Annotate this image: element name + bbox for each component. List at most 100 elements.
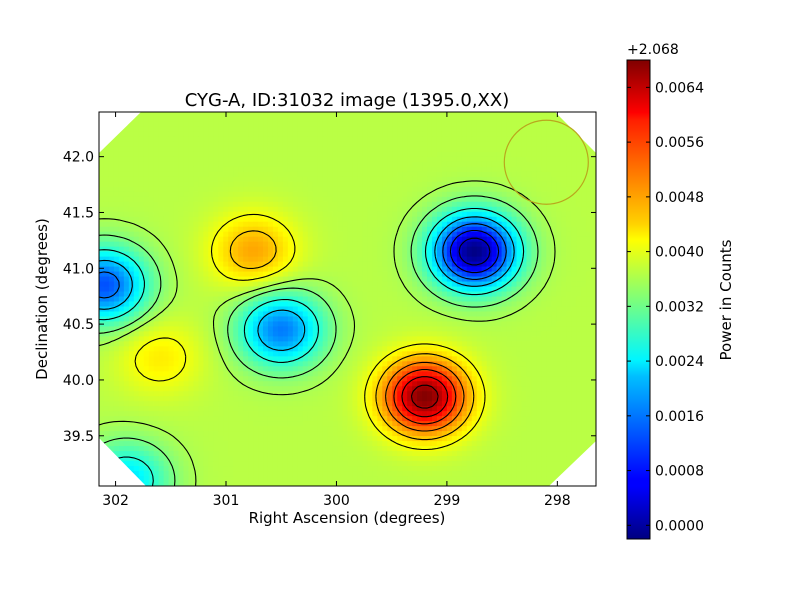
heatmap-cell <box>208 241 214 248</box>
heatmap-cell <box>456 331 463 337</box>
heatmap-cell <box>118 266 125 273</box>
heatmap-cell <box>238 251 244 258</box>
heatmap-cell <box>317 146 324 153</box>
heatmap-cell <box>108 356 115 362</box>
heatmap-cell <box>427 186 433 193</box>
heatmap-cell <box>397 341 403 347</box>
heatmap-cell <box>392 311 398 318</box>
heatmap-cell <box>476 196 483 203</box>
heatmap-cell <box>451 141 458 148</box>
heatmap-cell <box>188 266 195 273</box>
heatmap-cell <box>561 156 567 163</box>
heatmap-cell <box>501 276 508 283</box>
heatmap-cell <box>133 136 140 143</box>
heatmap-cell <box>138 296 145 303</box>
heatmap-cell <box>427 112 433 118</box>
heatmap-cell <box>163 271 170 278</box>
heatmap-cell <box>526 226 532 233</box>
heatmap-cell <box>133 236 140 243</box>
heatmap-cell <box>591 236 596 243</box>
heatmap-cell <box>466 316 473 323</box>
heatmap-cell <box>342 326 349 333</box>
heatmap-cell <box>357 176 364 183</box>
heatmap-cell <box>277 326 284 333</box>
heatmap-cell <box>233 146 239 153</box>
heatmap-cell <box>347 321 354 328</box>
heatmap-cell <box>446 166 453 173</box>
heatmap-cell <box>491 146 498 153</box>
heatmap-cell <box>561 206 567 213</box>
heatmap-cell <box>198 301 204 308</box>
heatmap-cell <box>253 121 259 128</box>
heatmap-cell <box>103 276 110 283</box>
heatmap-cell <box>436 176 443 183</box>
heatmap-cell <box>228 321 234 328</box>
heatmap-cell <box>367 121 373 128</box>
heatmap-cell <box>238 186 244 193</box>
heatmap-cell <box>382 121 388 128</box>
heatmap-cell <box>466 191 473 198</box>
heatmap-cell <box>486 151 493 158</box>
heatmap-cell <box>521 181 528 188</box>
heatmap-cell <box>357 146 364 153</box>
heatmap-cell <box>103 326 110 333</box>
heatmap-cell <box>427 201 433 208</box>
heatmap-cell <box>208 266 214 273</box>
heatmap-cell <box>526 336 532 342</box>
heatmap-cell <box>213 236 219 243</box>
heatmap-cell <box>347 141 354 148</box>
heatmap-cell <box>143 191 150 198</box>
heatmap-cell <box>377 246 383 253</box>
heatmap-cell <box>238 311 244 318</box>
heatmap-cell <box>342 316 349 323</box>
heatmap-cell <box>407 271 413 278</box>
heatmap-cell <box>263 331 269 337</box>
heatmap-cell <box>367 206 373 213</box>
heatmap-cell <box>402 236 408 243</box>
heatmap-cell <box>138 171 145 178</box>
heatmap-cell <box>571 266 577 273</box>
heatmap-cell <box>317 341 324 347</box>
heatmap-cell <box>287 306 294 313</box>
heatmap-cell <box>446 171 453 178</box>
heatmap-cell <box>422 331 428 337</box>
heatmap-cell <box>392 151 398 158</box>
heatmap-cell <box>128 341 135 347</box>
heatmap-cell <box>277 281 284 288</box>
heatmap-cell <box>163 201 170 208</box>
heatmap-cell <box>422 226 428 233</box>
heatmap-cell <box>486 341 493 347</box>
heatmap-cell <box>466 216 473 223</box>
heatmap-cell <box>327 181 334 188</box>
heatmap-cell <box>99 156 105 163</box>
heatmap-cell <box>248 226 254 233</box>
heatmap-cell <box>576 281 582 288</box>
heatmap-cell <box>456 136 463 143</box>
heatmap-cell <box>481 176 488 183</box>
heatmap-cell <box>407 321 413 328</box>
heatmap-cell <box>382 336 388 342</box>
heatmap-cell <box>188 281 195 288</box>
heatmap-cell <box>591 316 596 323</box>
heatmap-cell <box>128 191 135 198</box>
heatmap-cell <box>307 141 314 148</box>
heatmap-cell <box>481 221 488 228</box>
heatmap-cell <box>193 221 199 228</box>
heatmap-cell <box>451 151 458 158</box>
heatmap-cell <box>422 281 428 288</box>
heatmap-cell <box>501 291 508 298</box>
heatmap-cell <box>168 176 175 183</box>
heatmap-cell <box>357 112 364 118</box>
heatmap-cell <box>218 306 224 313</box>
heatmap-cell <box>441 241 448 248</box>
heatmap-cell <box>471 211 478 218</box>
heatmap-cell <box>586 256 592 263</box>
heatmap-cell <box>382 166 388 173</box>
heatmap-cell <box>297 281 304 288</box>
heatmap-cell <box>422 126 428 133</box>
heatmap-cell <box>412 301 418 308</box>
heatmap-cell <box>183 136 190 143</box>
heatmap-cell <box>511 241 518 248</box>
heatmap-cell <box>451 276 458 283</box>
heatmap-cell <box>292 181 299 188</box>
